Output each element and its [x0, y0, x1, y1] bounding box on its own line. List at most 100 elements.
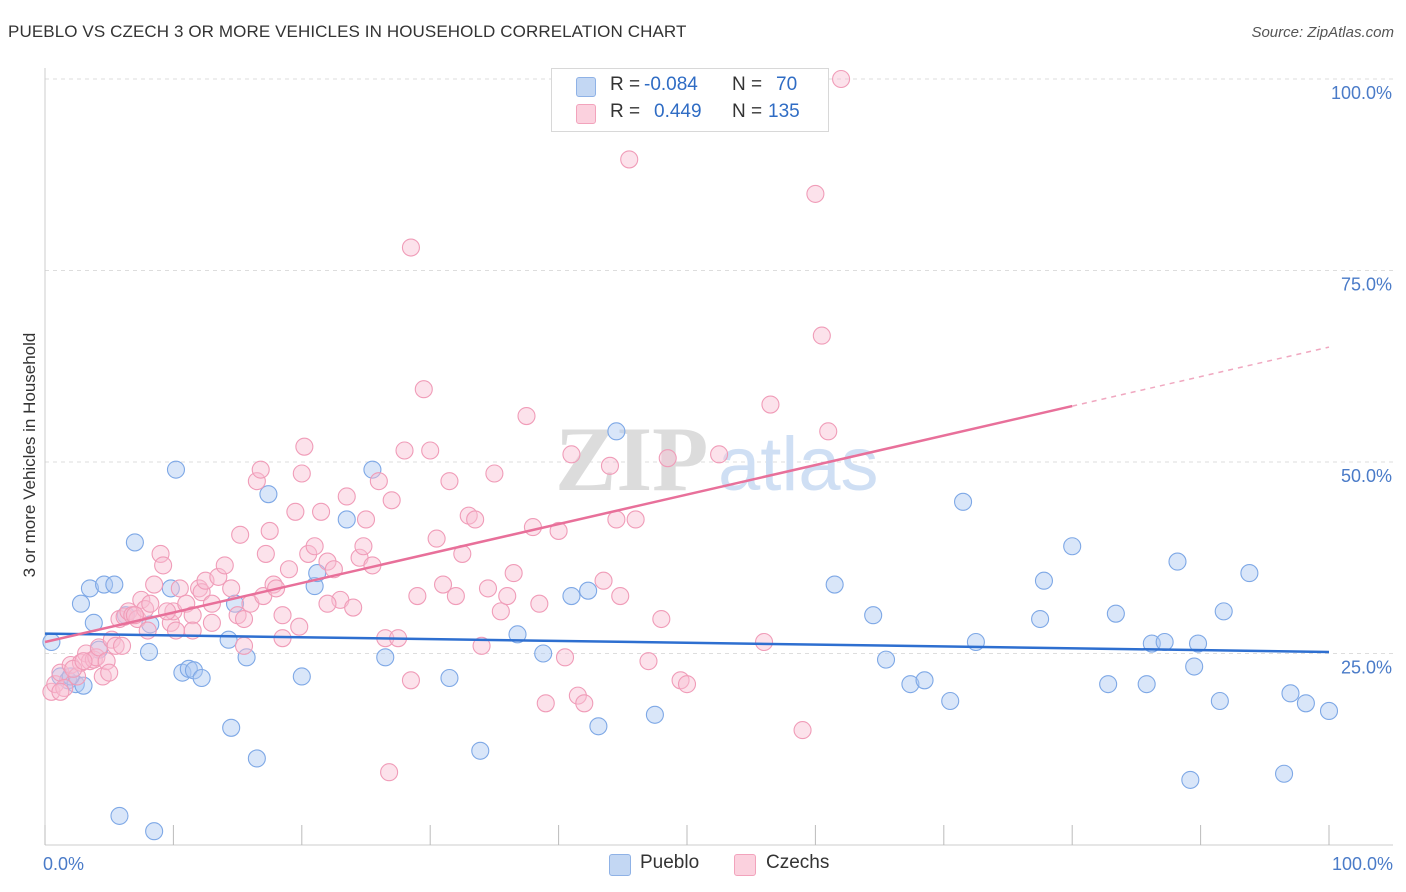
czechs-point-102	[607, 510, 626, 529]
czechs-point-31	[170, 579, 189, 598]
pueblo-point-5	[74, 676, 93, 695]
czechs-point-100	[594, 571, 613, 590]
legend-czechs-label: Czechs	[766, 852, 830, 873]
trend-lines	[44, 346, 1330, 654]
czechs-point-111	[710, 445, 729, 464]
czechs-point-45	[247, 472, 266, 491]
pueblo-point-58	[1168, 552, 1187, 571]
czechs-n-value: 135	[768, 101, 800, 122]
czechs-trend-extension	[1072, 346, 1330, 407]
czechs-point-27	[154, 556, 173, 575]
czechs-point-132	[401, 671, 420, 690]
czechs-point-87	[478, 579, 498, 598]
watermark-zip: ZIP	[555, 408, 708, 510]
chart-title: PUEBLO VS CZECH 3 OR MORE VEHICLES IN HO…	[8, 22, 687, 41]
czechs-point-25	[145, 575, 164, 594]
pueblo-point-65	[1275, 764, 1294, 783]
czechs-point-21	[132, 590, 151, 609]
pueblo-point-32	[376, 648, 395, 667]
pueblo-point-10	[105, 575, 124, 594]
pueblo-point-42	[825, 575, 844, 594]
czechs-point-38	[209, 567, 228, 586]
y-tick-label-0: 25.0%	[1341, 658, 1392, 678]
pueblo-point-4	[71, 594, 91, 613]
czechs-point-57	[295, 437, 314, 456]
czechs-point-103	[611, 586, 630, 606]
pueblo-point-44	[876, 650, 896, 669]
pueblo-point-68	[1319, 701, 1339, 721]
czechs-point-107	[652, 609, 671, 629]
correlation-legend: R = -0.084 N = 70 R = 0.449 N = 135	[551, 68, 829, 132]
czechs-point-90	[498, 586, 517, 606]
czechs-point-53	[279, 560, 299, 579]
czechs-point-33	[183, 606, 202, 625]
czechs-trend-line	[44, 404, 1073, 644]
pueblo-point-25	[247, 749, 266, 768]
czechs-n-label: N =	[732, 101, 763, 122]
czechs-point-58	[299, 544, 318, 563]
czechs-point-70	[369, 472, 388, 491]
pueblo-point-48	[954, 492, 973, 511]
czechs-point-89	[491, 602, 510, 621]
pueblo-point-46	[915, 671, 934, 690]
czechs-point-117	[819, 422, 838, 441]
pueblo-n-value: 70	[776, 74, 798, 95]
pueblo-point-24	[237, 648, 256, 667]
czechs-point-97	[562, 445, 581, 464]
czechs-r-label: R =	[610, 101, 641, 122]
pueblo-point-43	[864, 606, 883, 625]
czechs-point-79	[427, 529, 446, 548]
czechs-point-115	[806, 184, 825, 203]
watermark-atlas: atlas	[718, 422, 879, 507]
x-tick-label-1: 100.0%	[1332, 854, 1393, 874]
czechs-point-46	[251, 460, 270, 479]
pueblo-point-45	[901, 675, 920, 694]
czechs-point-104	[620, 150, 639, 169]
czechs-point-82	[446, 586, 465, 606]
pueblo-point-27	[292, 667, 311, 686]
czechs-point-64	[337, 487, 356, 506]
czechs-point-118	[832, 69, 851, 89]
czechs-r-value: 0.449	[654, 101, 702, 122]
czechs-point-15	[106, 636, 125, 655]
chart-source: Source: ZipAtlas.com	[1251, 24, 1394, 41]
czechs-point-88	[485, 464, 504, 483]
czechs-point-54	[286, 502, 305, 521]
czechs-point-113	[761, 395, 780, 414]
czechs-point-78	[421, 441, 440, 460]
legend-czechs-swatch	[734, 854, 756, 876]
legend-pueblo-label: Pueblo	[640, 852, 700, 873]
czechs-point-72	[382, 491, 401, 510]
pueblo-point-35	[508, 625, 527, 644]
czechs-point-67	[354, 537, 373, 556]
pueblo-point-50	[1031, 609, 1050, 629]
czechs-point-105	[626, 510, 645, 529]
watermark: ZIP atlas	[555, 408, 879, 510]
pueblo-point-70	[145, 822, 164, 841]
czechs-point-95	[549, 521, 568, 540]
czechs-point-99	[575, 694, 594, 713]
grid-lines	[45, 78, 1393, 654]
pueblo-point-41	[645, 705, 664, 724]
pueblo-point-38	[579, 581, 598, 600]
czechs-point-114	[793, 721, 812, 740]
pueblo-trend-line	[44, 632, 1330, 654]
czechs-point-129	[273, 606, 292, 625]
czechs-point-116	[812, 326, 831, 345]
czechs-swatch	[576, 104, 596, 124]
pueblo-point-54	[1106, 604, 1125, 623]
czechs-point-101	[600, 456, 620, 475]
pueblo-point-31	[363, 460, 382, 479]
czechs-point-98	[568, 686, 587, 705]
pueblo-point-64	[1240, 564, 1259, 583]
czechs-point-59	[305, 537, 324, 556]
czechs-point-26	[151, 544, 170, 563]
pueblo-point-30	[337, 510, 356, 529]
pueblo-point-34	[471, 741, 490, 760]
czechs-point-23	[138, 621, 157, 640]
pueblo-point-9	[95, 575, 114, 594]
czechs-point-128	[234, 636, 254, 655]
czechs-point-60	[312, 502, 331, 521]
czechs-point-39	[215, 556, 234, 575]
